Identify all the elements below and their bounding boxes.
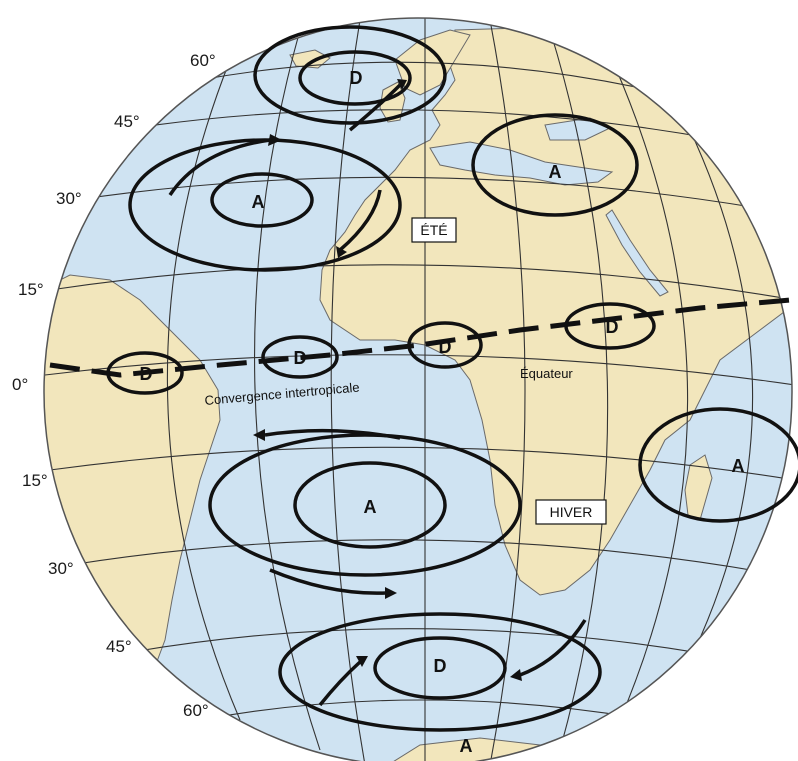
latitude-line-n60: [199, 61, 651, 91]
na-high-letter: A: [252, 192, 265, 212]
winter-label: HIVER: [550, 504, 593, 520]
lat-label-s45: 45°: [106, 637, 132, 656]
pressure-letters: D A A D D D D A A D A: [140, 68, 745, 756]
itcz-low-letter-1: D: [140, 364, 153, 384]
winter-label-box: [535, 499, 607, 525]
longitude-line-8: [669, 89, 754, 681]
arrowhead-sl-left: [356, 656, 368, 667]
southern-low-isobar-inner: [373, 636, 507, 700]
itcz-low-letter-2: D: [294, 348, 307, 368]
southern-low-arrow-right: [519, 619, 587, 677]
med-high-letter: A: [549, 162, 562, 182]
io-high-letter: A: [732, 456, 745, 476]
lat-label-s60: 60°: [183, 701, 209, 720]
iceland-arrow: [348, 83, 402, 132]
isobars: [106, 25, 798, 732]
summer-label-box: [411, 217, 457, 243]
na-high-arrow-top: [168, 138, 271, 196]
itcz-line: [49, 297, 791, 378]
iceland-land: [289, 49, 331, 69]
sa-high-isobar-inner: [293, 461, 447, 549]
longitude-line-7: [609, 54, 689, 721]
globe-outline: [43, 17, 793, 761]
equator-label: Équateur: [520, 366, 573, 381]
lat-label-n60: 60°: [190, 51, 216, 70]
africa-eurasia-land: [319, 27, 792, 596]
season-label-summer: ÉTÉ: [411, 217, 457, 243]
itcz-low-isobar-4: [564, 302, 656, 350]
arrowhead-na-top: [268, 134, 282, 146]
longitude-line-3: [330, 19, 366, 761]
arrowhead-sa-top: [253, 429, 265, 441]
southern-low-arrow-left: [318, 660, 362, 707]
lat-label-eq: 0°: [12, 375, 28, 394]
latitude-line-s30: [69, 539, 781, 576]
southern-low-isobar-outer: [278, 612, 602, 732]
sa-high-arrow-top: [264, 428, 401, 440]
graticule: [44, 18, 792, 761]
latitude-line-s45: [114, 628, 741, 661]
arrowhead-na-right: [336, 246, 347, 258]
antarctic-high-letter: A: [460, 736, 473, 756]
itcz-low-isobar-1: [106, 351, 184, 395]
lat-label-n30: 30°: [56, 189, 82, 208]
summer-label: ÉTÉ: [420, 222, 447, 238]
latitude-line-s15: [49, 446, 792, 481]
sa-high-isobar-outer: [208, 433, 522, 577]
antarctica-land: [378, 737, 572, 761]
itcz-low-isobar-2: [261, 335, 339, 379]
lat-label-s30: 30°: [48, 559, 74, 578]
southern-low-letter: D: [434, 656, 447, 676]
io-high-isobar: [638, 407, 798, 523]
iceland-low-letter: D: [350, 68, 363, 88]
iceland-low-isobar-outer: [253, 25, 447, 125]
latitude-line-n30: [74, 176, 771, 211]
na-high-isobar-inner: [210, 172, 314, 228]
latitude-line-n15: [49, 264, 792, 301]
lat-label-n45: 45°: [114, 112, 140, 131]
longitude-line-2: [254, 29, 321, 751]
iceland-low-isobar-inner: [298, 50, 412, 106]
latitude-line-n45: [119, 109, 721, 141]
latitude-labels: 60° 45° 30° 15° 0° 15° 30° 45° 60°: [12, 51, 216, 720]
arrowhead-sa-bottom: [385, 587, 397, 599]
lat-label-n15: 15°: [18, 280, 44, 299]
arrowheads: [253, 79, 522, 681]
itcz-low-isobar-3: [407, 321, 483, 369]
lat-label-s15: 15°: [22, 471, 48, 490]
arrowhead-iceland: [397, 79, 407, 90]
na-high-arrow-right: [338, 189, 382, 252]
sa-high-letter: A: [364, 497, 377, 517]
red-sea: [605, 209, 669, 297]
arrowhead-sl-right: [510, 669, 522, 681]
itcz-low-letter-4: D: [606, 317, 619, 337]
med-high-isobar: [471, 113, 639, 217]
itcz-low-letter-3: D: [439, 337, 452, 357]
sa-high-arrow-bottom: [269, 568, 386, 595]
season-label-winter: HIVER: [535, 499, 607, 525]
latitude-line-s60: [199, 699, 651, 721]
